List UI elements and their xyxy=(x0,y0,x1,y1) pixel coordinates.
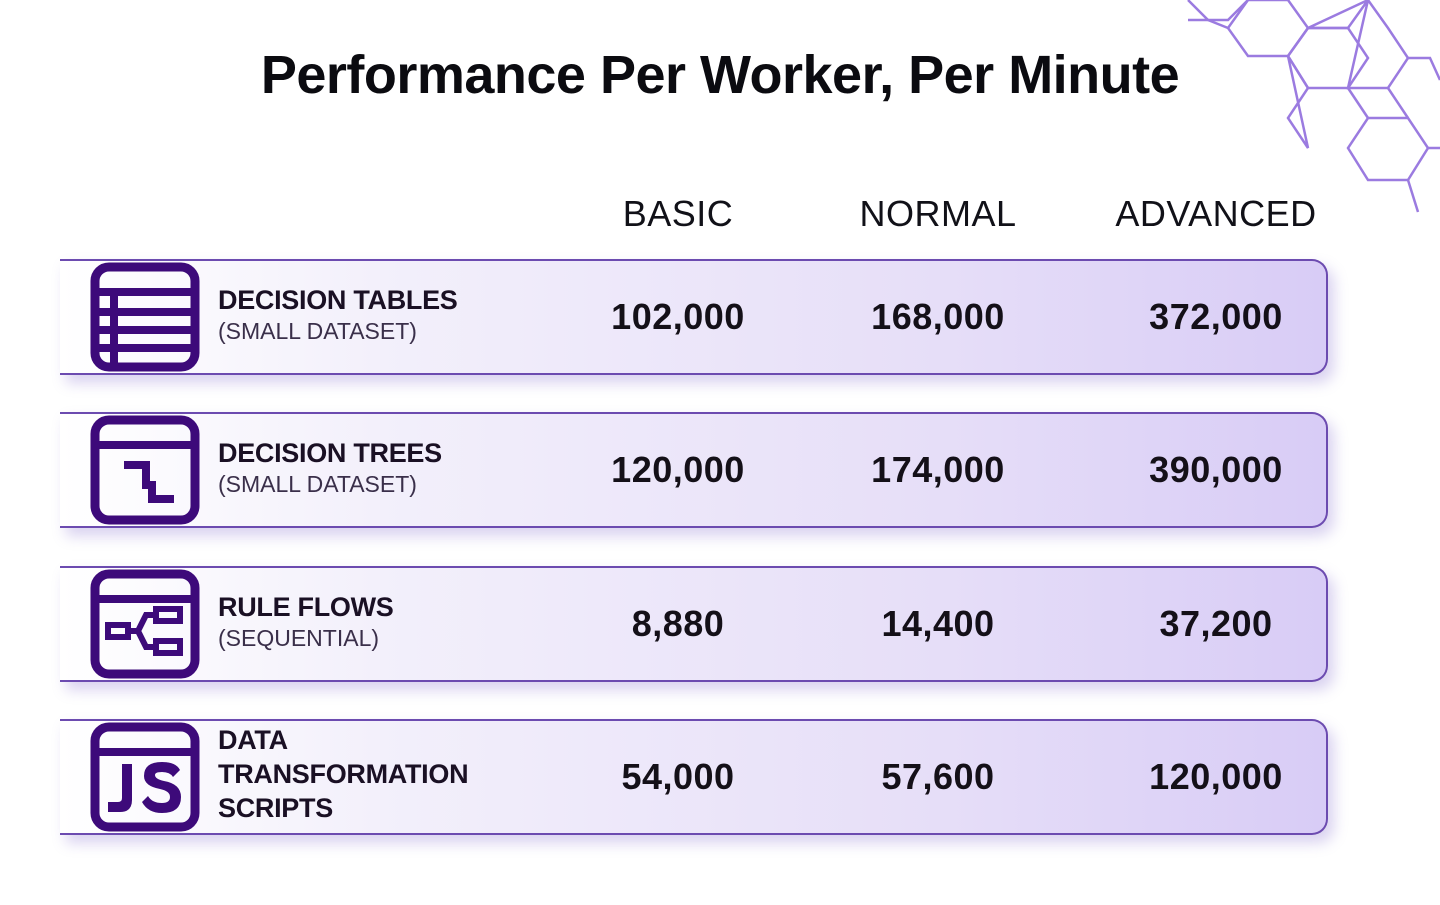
row-label: DATA TRANSFORMATION SCRIPTS xyxy=(218,723,558,825)
row-title: DECISION TREES xyxy=(218,438,442,468)
javascript-icon xyxy=(90,722,200,832)
row-label: RULE FLOWS (SEQUENTIAL) xyxy=(218,590,558,652)
row-label: DECISION TREES (SMALL DATASET) xyxy=(218,436,558,498)
table-row-data-transformation-scripts: DATA TRANSFORMATION SCRIPTS 54,000 57,60… xyxy=(0,719,1440,837)
page-title: Performance Per Worker, Per Minute xyxy=(260,45,1180,105)
table-row-decision-tables: DECISION TABLES (SMALL DATASET) 102,000 … xyxy=(0,259,1440,377)
hexagon-pattern-icon xyxy=(1187,0,1440,213)
value-advanced: 372,000 xyxy=(1149,296,1283,337)
row-panel xyxy=(60,412,1328,528)
decision-tree-icon xyxy=(90,415,200,525)
row-panel xyxy=(60,566,1328,682)
row-panel xyxy=(60,719,1328,835)
row-title: DECISION TABLES xyxy=(218,285,458,315)
row-subtitle: (SMALL DATASET) xyxy=(218,471,417,497)
value-normal: 174,000 xyxy=(871,449,1005,490)
row-title-line: DATA xyxy=(218,725,288,755)
row-title: RULE FLOWS xyxy=(218,592,394,622)
value-basic: 120,000 xyxy=(611,449,745,490)
value-advanced: 37,200 xyxy=(1159,603,1273,644)
value-normal: 57,600 xyxy=(881,756,995,797)
value-basic: 102,000 xyxy=(611,296,745,337)
column-header-advanced: ADVANCED xyxy=(1115,193,1317,234)
value-normal: 168,000 xyxy=(871,296,1005,337)
decision-table-icon xyxy=(90,262,200,372)
value-advanced: 390,000 xyxy=(1149,449,1283,490)
row-panel xyxy=(60,259,1328,375)
row-title-line: SCRIPTS xyxy=(218,793,333,823)
table-row-rule-flows: RULE FLOWS (SEQUENTIAL) 8,880 14,400 37,… xyxy=(0,566,1440,684)
value-advanced: 120,000 xyxy=(1149,756,1283,797)
row-subtitle: (SEQUENTIAL) xyxy=(218,625,380,651)
value-basic: 54,000 xyxy=(621,756,735,797)
rule-flow-icon xyxy=(90,569,200,679)
value-basic: 8,880 xyxy=(631,603,725,644)
value-normal: 14,400 xyxy=(881,603,995,644)
column-header-basic: BASIC xyxy=(622,193,734,234)
row-subtitle: (SMALL DATASET) xyxy=(218,318,417,344)
column-header-normal: NORMAL xyxy=(859,193,1017,234)
table-row-decision-trees: DECISION TREES (SMALL DATASET) 120,000 1… xyxy=(0,412,1440,530)
row-title-line: TRANSFORMATION xyxy=(218,759,469,789)
row-label: DECISION TABLES (SMALL DATASET) xyxy=(218,283,558,345)
